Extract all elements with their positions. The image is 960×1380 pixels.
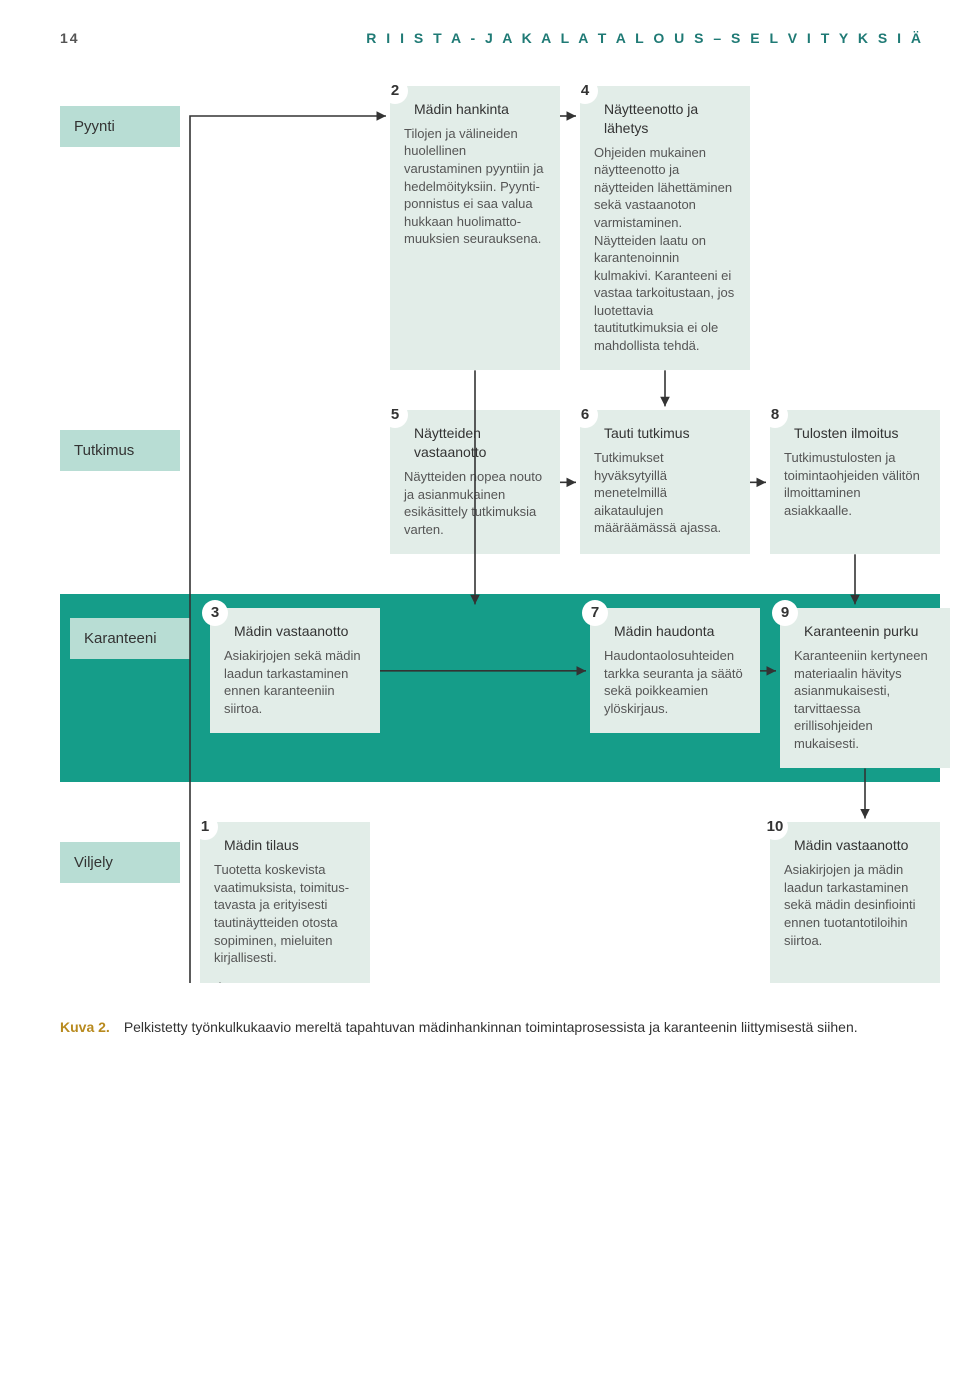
card-body: Asiakirjojen ja mädin laadun tarkastamin… [784, 861, 926, 949]
card-tauti-tutkimus: 6 Tauti tutkimus Tutkimukset hyväksytyil… [580, 410, 750, 554]
card-title: Mädin hankinta [404, 100, 546, 119]
row-label-pyynti: Pyynti [60, 106, 180, 147]
card-body: Karanteeniin kertyneen materiaalin hävit… [794, 647, 936, 752]
card-body: Haudonta­olosuhteiden tarkka seuranta ja… [604, 647, 746, 717]
card-naytteenotto-lahetys: 4 Näytteenotto ja lähetys Ohjeiden mukai… [580, 86, 750, 370]
card-madin-vastaanotto-1: 3 Mädin vastaan­otto Asiakirjojen sekä m… [210, 608, 380, 733]
karanteeni-band: Karanteeni 3 Mädin vastaan­otto Asiakirj… [60, 594, 940, 782]
card-tulosten-ilmoitus: 8 Tulosten ilmoitus Tutkimus­tulosten ja… [770, 410, 940, 554]
card-number: 4 [572, 78, 598, 104]
card-title: Karan­teenin purku [794, 622, 936, 641]
caption-label: Kuva 2. [60, 1019, 110, 1035]
page-number: 14 [60, 30, 80, 46]
card-body: Näytteiden nopea nouto ja asianmukainen … [404, 468, 546, 538]
caption-text: Pelkistetty työnkulkukaavio mereltä tapa… [124, 1019, 858, 1035]
card-madin-haudonta: 7 Mädin haudonta Haudonta­olosuhteiden t… [590, 608, 760, 733]
card-madin-hankinta: 2 Mädin hankinta Tilojen ja välineiden h… [390, 86, 560, 370]
card-body: Tutkimukset hyväksytyillä menetelmillä a… [594, 449, 736, 537]
card-title: Mädin tilaus [214, 836, 356, 855]
row-label-viljely: Viljely [60, 842, 180, 883]
header-title: R I I S T A - J A K A L A T A L O U S – … [366, 30, 924, 46]
card-title: Näytteiden vastaanotto [404, 424, 546, 462]
card-body: Tuotetta koskevista vaatimuksista, toimi… [214, 861, 356, 966]
page: 14 R I I S T A - J A K A L A T A L O U S… [0, 0, 960, 1075]
card-title: Näytteenotto ja lähetys [594, 100, 736, 138]
card-title: Tulosten ilmoitus [784, 424, 926, 443]
card-title: Mädin vastaan­otto [784, 836, 926, 855]
card-title: Mädin haudonta [604, 622, 746, 641]
card-body: Tutkimus­tulosten ja toiminta­ohjeiden v… [784, 449, 926, 519]
card-number: 2 [382, 78, 408, 104]
card-karanteenin-purku: 9 Karan­teenin purku Karanteeniin kertyn… [780, 608, 950, 768]
figure-caption: Kuva 2. Pelkistetty työnkulkukaavio mere… [60, 1019, 924, 1035]
card-naytteiden-vastaanotto: 5 Näytteiden vastaanotto Näytteiden nope… [390, 410, 560, 554]
page-header: 14 R I I S T A - J A K A L A T A L O U S… [60, 30, 924, 86]
card-body: Asiakirjojen sekä mädin laadun tarkastam… [224, 647, 366, 717]
workflow-grid: Pyynti 2 Mädin hankinta Tilojen ja välin… [60, 86, 924, 983]
card-title: Tauti tutkimus [594, 424, 736, 443]
card-body: Ohjeiden mukainen näytteenotto ja näytte… [594, 144, 736, 355]
card-body: Tilojen ja välineiden huolellinen varust… [404, 125, 546, 248]
row-label-tutkimus: Tutkimus [60, 430, 180, 471]
card-madin-tilaus: 1 Mädin tilaus Tuotetta koskevista vaati… [200, 822, 370, 982]
card-title: Mädin vastaan­otto [224, 622, 366, 641]
card-madin-vastaanotto-2: 10 Mädin vastaan­otto Asiakirjojen ja mä… [770, 822, 940, 982]
row-label-karanteeni: Karanteeni [70, 618, 190, 659]
